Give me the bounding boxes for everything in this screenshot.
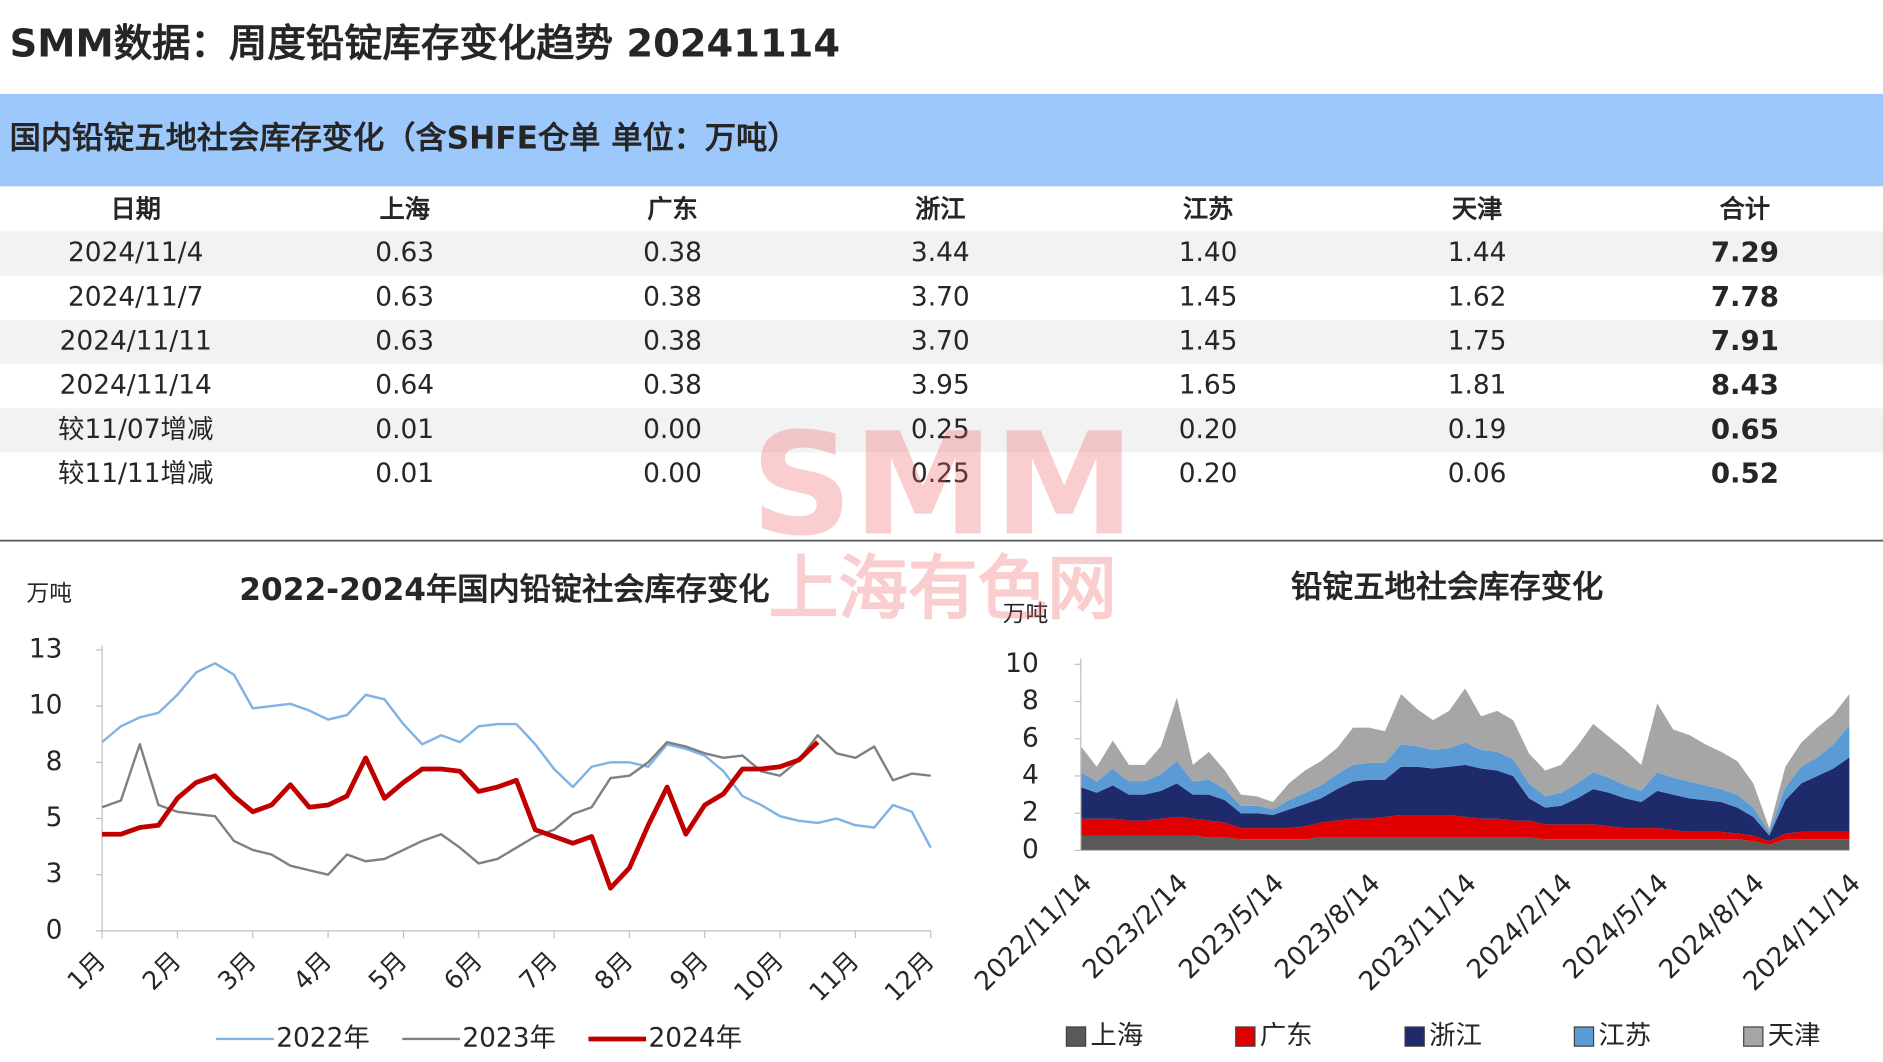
table-cell: 0.00 — [643, 414, 702, 445]
watermark-text: 上海有色网 — [769, 548, 1117, 629]
y-axis-unit: 万吨 — [26, 581, 72, 607]
table-row-stripe — [0, 231, 1883, 276]
legend-swatch — [1235, 1026, 1256, 1047]
table-cell: 3.95 — [911, 370, 970, 401]
watermark-logo: SMM — [751, 403, 1135, 568]
legend-swatch — [1065, 1026, 1087, 1047]
table-cell: 0.65 — [1711, 412, 1779, 445]
table-cell: 0.25 — [911, 414, 970, 445]
legend-label: 2024年 — [648, 1022, 742, 1053]
table-header-cell: 江苏 — [1183, 194, 1233, 223]
table-header-cell: 上海 — [379, 194, 429, 223]
table-cell: 0.06 — [1448, 458, 1507, 489]
table-cell: 0.01 — [375, 414, 434, 445]
line-series — [101, 662, 932, 849]
table-cell: 0.20 — [1179, 414, 1238, 445]
y-tick-label: 0 — [46, 914, 63, 945]
table-cell: 1.45 — [1179, 281, 1238, 312]
legend-swatch — [1573, 1026, 1595, 1047]
table: 日期 上海 广东 浙江 江苏 天津 合计 2024/11/4 0.63 0.38 3.44 1.40 1… — [0, 194, 1883, 490]
area-series — [1080, 757, 1850, 842]
table-cell: 3.44 — [911, 237, 970, 268]
table-cell: 0.19 — [1448, 414, 1507, 445]
y-tick-label: 13 — [29, 633, 63, 664]
line-series — [101, 734, 931, 876]
watermark: SMM 上海有色网 — [751, 403, 1135, 630]
area-series — [1080, 815, 1850, 845]
table-cell: 0.38 — [643, 237, 702, 268]
table-cell: 7.78 — [1711, 280, 1779, 313]
y-tick-label: 2 — [1022, 797, 1039, 828]
table-row-stripe — [0, 408, 1883, 453]
table-cell: 3.70 — [911, 281, 970, 312]
page-title: SMM数据：周度铅锭库存变化趋势 20241114 — [10, 21, 841, 66]
y-tick-label: 0 — [1022, 834, 1039, 865]
y-tick-label: 10 — [1005, 648, 1039, 679]
table-cell: 3.70 — [911, 325, 970, 356]
table-cell: 0.20 — [1179, 458, 1238, 489]
area-series — [1080, 725, 1850, 836]
table-header-cell: 合计 — [1720, 194, 1770, 223]
y-tick-label: 8 — [1022, 685, 1039, 716]
y-tick-label: 4 — [1022, 759, 1039, 790]
table-cell: 0.63 — [375, 237, 434, 268]
legend-swatch — [1404, 1026, 1425, 1047]
table-cell: 0.52 — [1711, 457, 1779, 490]
y-tick-label: 10 — [29, 690, 63, 721]
table-cell: 8.43 — [1711, 368, 1779, 401]
table-cell: 0.38 — [643, 281, 702, 312]
table-title-band — [0, 93, 1883, 187]
table-cell: 2024/11/4 — [68, 237, 203, 268]
legend-swatch — [1743, 1026, 1764, 1047]
legend-label: 江苏 — [1598, 1020, 1651, 1051]
table-header-cell: 广东 — [647, 194, 697, 223]
table-cell: 0.38 — [643, 370, 702, 401]
table-title: 国内铅锭五地社会库存变化（含SHFE仓单 单位：万吨） — [10, 121, 799, 157]
legend-label: 天津 — [1768, 1020, 1821, 1051]
table-cell: 1.62 — [1448, 281, 1507, 312]
table-row-stripe — [0, 319, 1883, 365]
table-cell: 1.75 — [1448, 325, 1507, 356]
legend-label: 广东 — [1260, 1020, 1313, 1051]
table-cell: 0.01 — [375, 458, 434, 489]
table-cell: 0.25 — [911, 458, 970, 489]
table-cell: 2024/11/7 — [68, 281, 203, 312]
legend-label: 2023年 — [462, 1022, 556, 1053]
legend-label: 上海 — [1090, 1020, 1143, 1051]
table-cell: 1.45 — [1179, 325, 1238, 356]
y-tick-label: 8 — [46, 746, 63, 777]
table-cell: 1.65 — [1179, 370, 1238, 401]
table-cell: 7.91 — [1711, 324, 1779, 357]
table-cell: 较11/11增减 — [58, 458, 213, 489]
legend-label: 2022年 — [276, 1022, 370, 1053]
y-tick-label: 6 — [1022, 722, 1039, 753]
y-tick-label: 3 — [46, 858, 63, 889]
table-cell: 0.38 — [643, 325, 702, 356]
table-cell: 1.81 — [1448, 370, 1507, 401]
table-cell: 2024/11/11 — [60, 325, 212, 356]
y-tick-label: 5 — [46, 802, 63, 833]
area-series — [1080, 688, 1850, 832]
y-axis-unit: 万吨 — [1003, 602, 1049, 628]
table-cell: 1.44 — [1448, 237, 1507, 268]
chart-title: 2022-2024年国内铅锭社会库存变化 — [239, 572, 769, 608]
table-cell: 1.40 — [1179, 237, 1238, 268]
table-cell: 0.64 — [375, 370, 434, 401]
table-cell: 0.63 — [375, 325, 434, 356]
legend-label: 浙江 — [1429, 1020, 1482, 1051]
table-cell: 7.29 — [1711, 236, 1779, 269]
table-cell: 2024/11/14 — [60, 370, 212, 401]
area-series — [1080, 835, 1850, 851]
table-header-cell: 天津 — [1452, 194, 1502, 223]
table-header-cell: 日期 — [110, 194, 160, 223]
table-cell: 0.00 — [643, 458, 702, 489]
table-header-cell: 浙江 — [915, 194, 965, 223]
table-cell: 0.63 — [375, 281, 434, 312]
table-cell: 较11/07增减 — [58, 414, 213, 445]
chart-title: 铅锭五地社会库存变化 — [1291, 570, 1603, 606]
line-series — [102, 740, 820, 891]
